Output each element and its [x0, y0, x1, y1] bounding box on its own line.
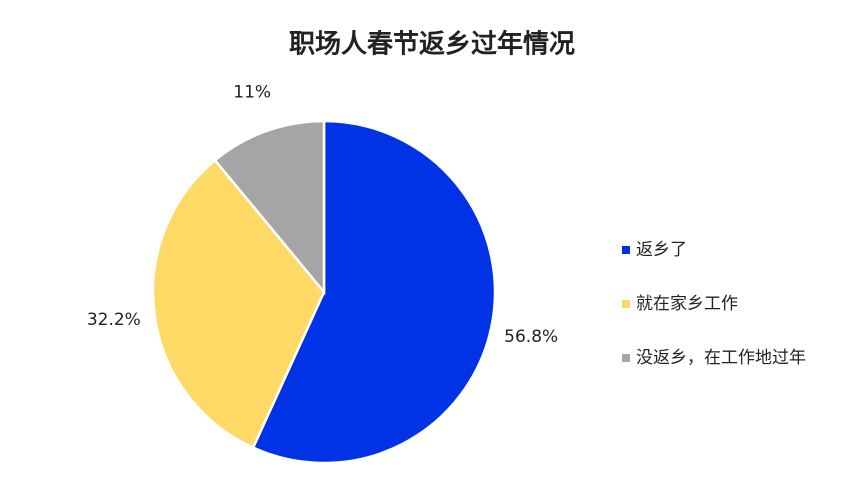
legend-label: 返乡了 [636, 240, 687, 260]
data-label: 11% [233, 83, 271, 103]
legend-label: 就在家乡工作 [636, 294, 738, 314]
legend-label: 没返乡，在工作地过年 [636, 348, 806, 368]
chart-title: 职场人春节返乡过年情况 [289, 29, 575, 60]
pie-slice [251, 119, 497, 465]
pie-slice [213, 119, 326, 296]
legend-marker [622, 300, 630, 308]
legend-marker [622, 246, 630, 254]
pie-slice [151, 158, 326, 450]
data-label: 32.2% [87, 310, 141, 330]
data-label: 56.8% [504, 327, 558, 347]
legend-marker [622, 354, 630, 362]
